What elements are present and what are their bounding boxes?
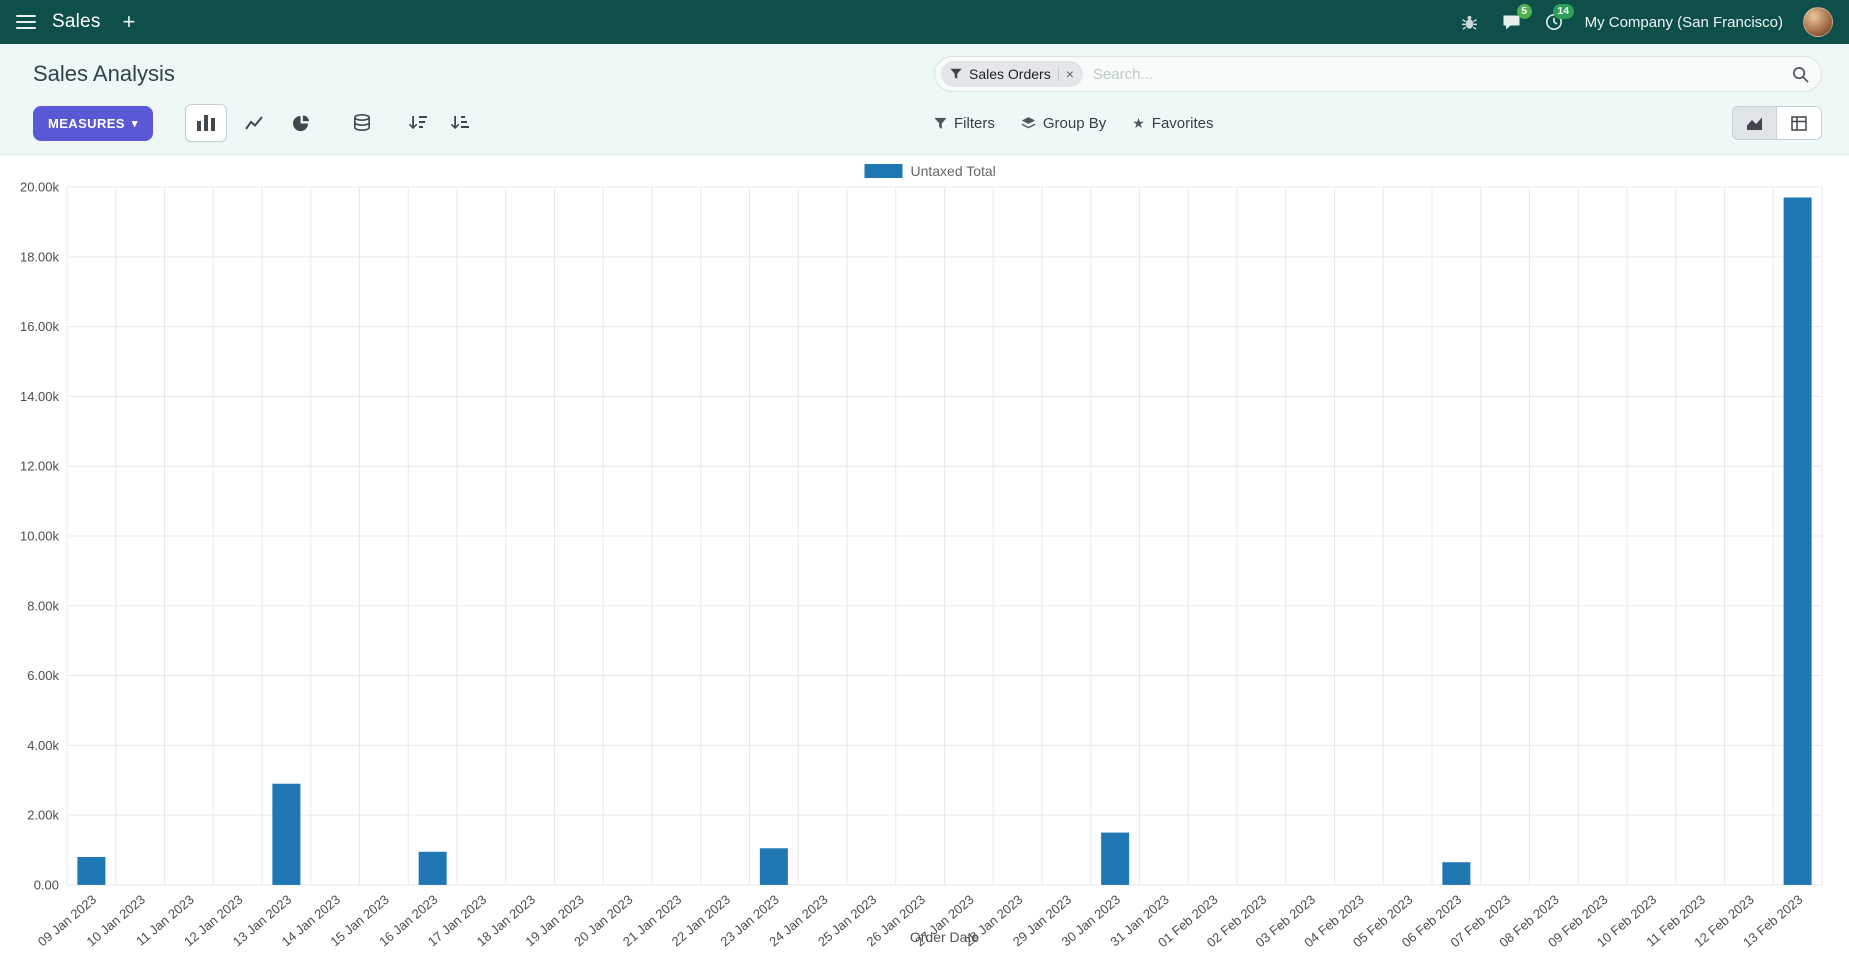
line-chart-button[interactable] <box>233 104 275 142</box>
company-switcher[interactable]: My Company (San Francisco) <box>1584 13 1783 31</box>
graph-view-button[interactable] <box>1732 106 1777 140</box>
filters-funnel-icon <box>934 117 947 129</box>
filter-funnel-icon <box>950 68 962 79</box>
stacked-toggle-button[interactable] <box>341 104 383 142</box>
sort-ascending-button[interactable] <box>439 104 481 142</box>
measures-button[interactable]: MEASURES ▾ <box>33 105 153 141</box>
line-chart-icon <box>244 116 263 130</box>
search-bar[interactable]: Sales Orders × <box>934 56 1822 92</box>
search-facet-sales-orders[interactable]: Sales Orders × <box>941 61 1083 87</box>
page-title: Sales Analysis <box>33 61 175 86</box>
favorites-button[interactable]: ★ Favorites <box>1132 114 1214 132</box>
pivot-view-button[interactable] <box>1777 106 1822 140</box>
messages-count-badge: 5 <box>1516 4 1532 19</box>
app-name[interactable]: Sales <box>52 11 101 32</box>
graph-controls: MEASURES ▾ <box>33 104 481 142</box>
search-input[interactable] <box>1092 65 1782 83</box>
svg-text:2.00k: 2.00k <box>27 808 59 823</box>
sort-descending-icon <box>408 116 427 130</box>
pivot-view-icon <box>1791 115 1807 131</box>
filters-button[interactable]: Filters <box>934 115 995 132</box>
svg-text:16.00k: 16.00k <box>20 319 60 334</box>
svg-text:6.00k: 6.00k <box>27 668 59 683</box>
svg-text:18.00k: 18.00k <box>20 249 60 264</box>
chart-type-group <box>184 104 323 142</box>
search-options-zone: Filters Group By ★ Favorites <box>934 106 1822 140</box>
graph-view-icon <box>1747 117 1762 130</box>
user-avatar[interactable] <box>1803 7 1833 37</box>
new-tab-icon[interactable]: + <box>122 9 136 34</box>
view-switcher <box>1732 106 1822 140</box>
caret-down-icon: ▾ <box>131 117 138 130</box>
sort-descending-button[interactable] <box>397 104 439 142</box>
pie-chart-icon <box>293 114 310 131</box>
svg-text:20.00k: 20.00k <box>20 180 60 195</box>
debug-bug-icon[interactable] <box>1459 11 1481 33</box>
facet-divider <box>1057 67 1059 81</box>
filter-group: Filters Group By ★ Favorites <box>934 115 1213 132</box>
top-navbar: Sales + 5 14 My Company (San Francisco) <box>0 0 1849 44</box>
facet-remove-icon[interactable]: × <box>1065 66 1074 82</box>
svg-text:8.00k: 8.00k <box>27 598 59 613</box>
bar-chart-icon <box>196 115 215 131</box>
sales-analysis-bar-chart[interactable]: 0.00 2.00k 4.00k 6.00k 8.00k 10.00k 12.00k 14.0… <box>0 155 1849 958</box>
svg-text:12.00k: 12.00k <box>20 459 60 474</box>
search-icon[interactable] <box>1792 66 1809 83</box>
svg-text:10.00k: 10.00k <box>20 528 60 543</box>
svg-text:Untaxed Total: Untaxed Total <box>911 163 996 179</box>
stacked-database-icon <box>353 114 370 132</box>
group-by-button[interactable]: Group By <box>1021 115 1106 132</box>
bar-chart-button[interactable] <box>184 104 227 142</box>
navbar-right: 5 14 My Company (San Francisco) <box>1459 4 1833 37</box>
activities-clock-icon[interactable]: 14 <box>1543 4 1574 33</box>
navbar-left: Sales + <box>16 11 135 33</box>
messages-icon[interactable]: 5 <box>1501 4 1532 33</box>
facet-label: Sales Orders <box>969 66 1051 82</box>
star-icon: ★ <box>1132 114 1145 131</box>
sort-ascending-icon <box>450 116 469 130</box>
svg-text:0.00: 0.00 <box>34 877 59 892</box>
group-by-layers-icon <box>1021 117 1036 129</box>
svg-text:4.00k: 4.00k <box>27 738 59 753</box>
pie-chart-button[interactable] <box>281 104 323 142</box>
control-panel: Sales Analysis Sales Orders × MEASURES ▾ <box>0 44 1849 155</box>
apps-menu-icon[interactable] <box>16 15 36 29</box>
activities-count-badge: 14 <box>1552 4 1574 19</box>
chart-canvas[interactable]: 0.00 2.00k 4.00k 6.00k 8.00k 10.00k 12.00k 14.0… <box>0 155 1849 958</box>
svg-text:14.00k: 14.00k <box>20 389 60 404</box>
svg-text:Order Date: Order Date <box>910 929 979 945</box>
